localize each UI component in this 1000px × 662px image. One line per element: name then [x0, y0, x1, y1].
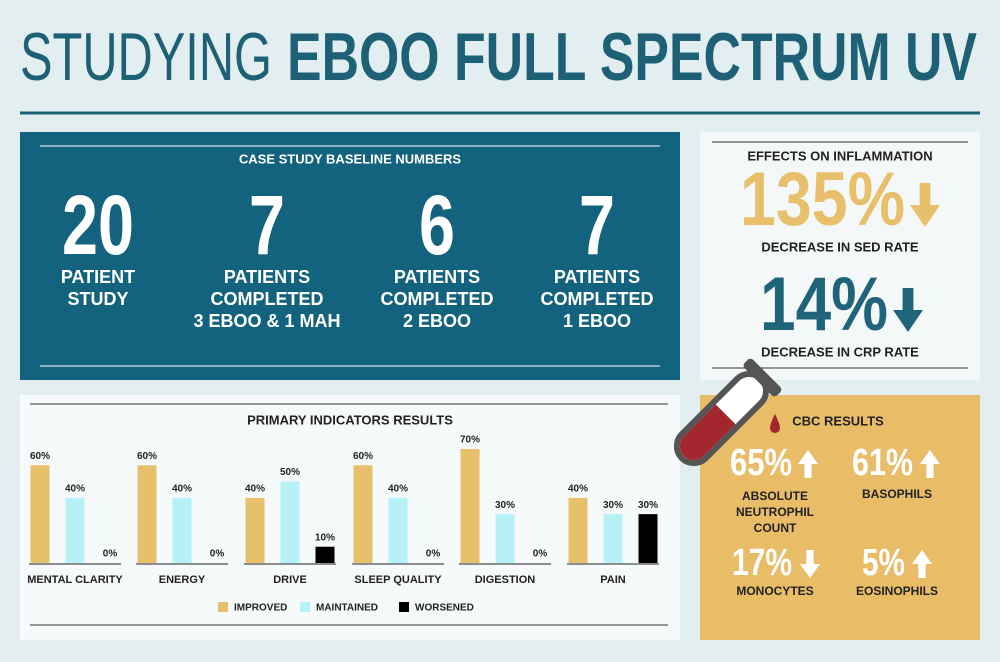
- baseline-label: 3 EBOO & 1 MAH: [193, 311, 340, 331]
- bar: [353, 465, 373, 563]
- bar: [315, 546, 335, 563]
- arrow-up: [912, 550, 932, 578]
- inflammation-label: DECREASE IN CRP RATE: [761, 344, 919, 359]
- baseline-label: COMPLETED: [380, 289, 493, 309]
- baseline-number: 7: [249, 178, 285, 272]
- baseline-label: STUDY: [67, 289, 128, 309]
- bar: [172, 497, 192, 563]
- value-label: 40%: [245, 483, 265, 494]
- bar: [495, 514, 515, 563]
- baseline-label: COMPLETED: [210, 289, 323, 309]
- arrow-up: [920, 450, 940, 478]
- value-label: 70%: [460, 435, 480, 446]
- legend-label: MAINTAINED: [316, 603, 378, 614]
- bar: [65, 497, 85, 563]
- legend-swatch: [300, 602, 310, 612]
- x-tick-label: DRIVE: [273, 574, 307, 586]
- cbc-label: ABSOLUTE: [742, 489, 808, 503]
- value-label: 40%: [65, 483, 85, 494]
- value-label: 40%: [388, 483, 408, 494]
- arrow-down: [893, 288, 923, 332]
- x-tick-label: PAIN: [600, 574, 626, 586]
- baseline-number: 20: [62, 178, 134, 272]
- baseline-number: 7: [579, 178, 615, 272]
- legend-label: WORSENED: [415, 603, 474, 614]
- value-label: 60%: [353, 451, 373, 462]
- baseline-label: PATIENT: [61, 267, 135, 287]
- bar: [137, 465, 157, 563]
- value-label: 0%: [103, 549, 118, 560]
- cbc-value: 61%: [852, 442, 913, 484]
- inflammation-label: DECREASE IN SED RATE: [761, 239, 919, 254]
- value-label: 0%: [210, 549, 225, 560]
- value-label: 40%: [172, 483, 192, 494]
- bar: [460, 449, 480, 563]
- arrow-up: [798, 450, 818, 478]
- title-light: STUDYING: [20, 19, 272, 95]
- value-label: 0%: [533, 549, 548, 560]
- baseline-label: 2 EBOO: [403, 311, 471, 331]
- baseline-title: CASE STUDY BASELINE NUMBERS: [239, 151, 462, 166]
- chart-title: PRIMARY INDICATORS RESULTS: [247, 412, 453, 427]
- baseline-label: PATIENTS: [394, 267, 480, 287]
- cbc-value: 65%: [730, 442, 792, 484]
- tube-cap: [743, 358, 782, 397]
- legend-label: IMPROVED: [234, 603, 287, 614]
- tube-blood: [679, 404, 736, 461]
- cbc-label: MONOCYTES: [736, 584, 813, 598]
- title-bold: EBOO FULL SPECTRUM UV: [287, 19, 977, 95]
- cbc-value: 17%: [732, 542, 792, 584]
- legend-swatch: [218, 602, 228, 612]
- bar: [280, 481, 300, 563]
- inflammation-value: 14%: [760, 262, 888, 347]
- value-label: 30%: [495, 500, 515, 511]
- x-tick-label: DIGESTION: [475, 574, 536, 586]
- cbc-label: COUNT: [754, 521, 797, 535]
- inflammation-title: EFFECTS ON INFLAMMATION: [747, 148, 932, 163]
- x-tick-label: SLEEP QUALITY: [354, 574, 442, 586]
- test-tube: [673, 358, 782, 467]
- baseline-number: 6: [419, 178, 455, 272]
- cbc-label: BASOPHILS: [862, 487, 932, 501]
- cbc-title: CBC RESULTS: [792, 413, 884, 428]
- bar: [638, 514, 658, 563]
- inflammation-panel: [700, 132, 980, 380]
- baseline-label: PATIENTS: [224, 267, 310, 287]
- baseline-label: PATIENTS: [554, 267, 640, 287]
- value-label: 0%: [426, 549, 441, 560]
- value-label: 10%: [315, 532, 335, 543]
- arrow-down: [800, 550, 820, 578]
- inflammation-value: 135%: [740, 157, 905, 242]
- bar: [30, 465, 50, 563]
- arrow-down: [910, 183, 940, 227]
- value-label: 50%: [280, 467, 300, 478]
- cbc-label: NEUTROPHIL: [736, 505, 814, 519]
- x-tick-label: MENTAL CLARITY: [27, 574, 123, 586]
- value-label: 60%: [137, 451, 157, 462]
- bar: [245, 497, 265, 563]
- bar: [568, 497, 588, 563]
- value-label: 60%: [30, 451, 50, 462]
- cbc-label: EOSINOPHILS: [856, 584, 938, 598]
- cbc-panel: [700, 395, 980, 640]
- cbc-value: 5%: [862, 542, 905, 584]
- legend-swatch: [399, 602, 409, 612]
- baseline-label: 1 EBOO: [563, 311, 631, 331]
- value-label: 30%: [638, 500, 658, 511]
- bar: [388, 497, 408, 563]
- baseline-label: COMPLETED: [540, 289, 653, 309]
- value-label: 30%: [603, 500, 623, 511]
- bar: [603, 514, 623, 563]
- baseline-panel: [20, 132, 680, 380]
- value-label: 40%: [568, 483, 588, 494]
- x-tick-label: ENERGY: [159, 574, 206, 586]
- blood-drop: [770, 414, 780, 433]
